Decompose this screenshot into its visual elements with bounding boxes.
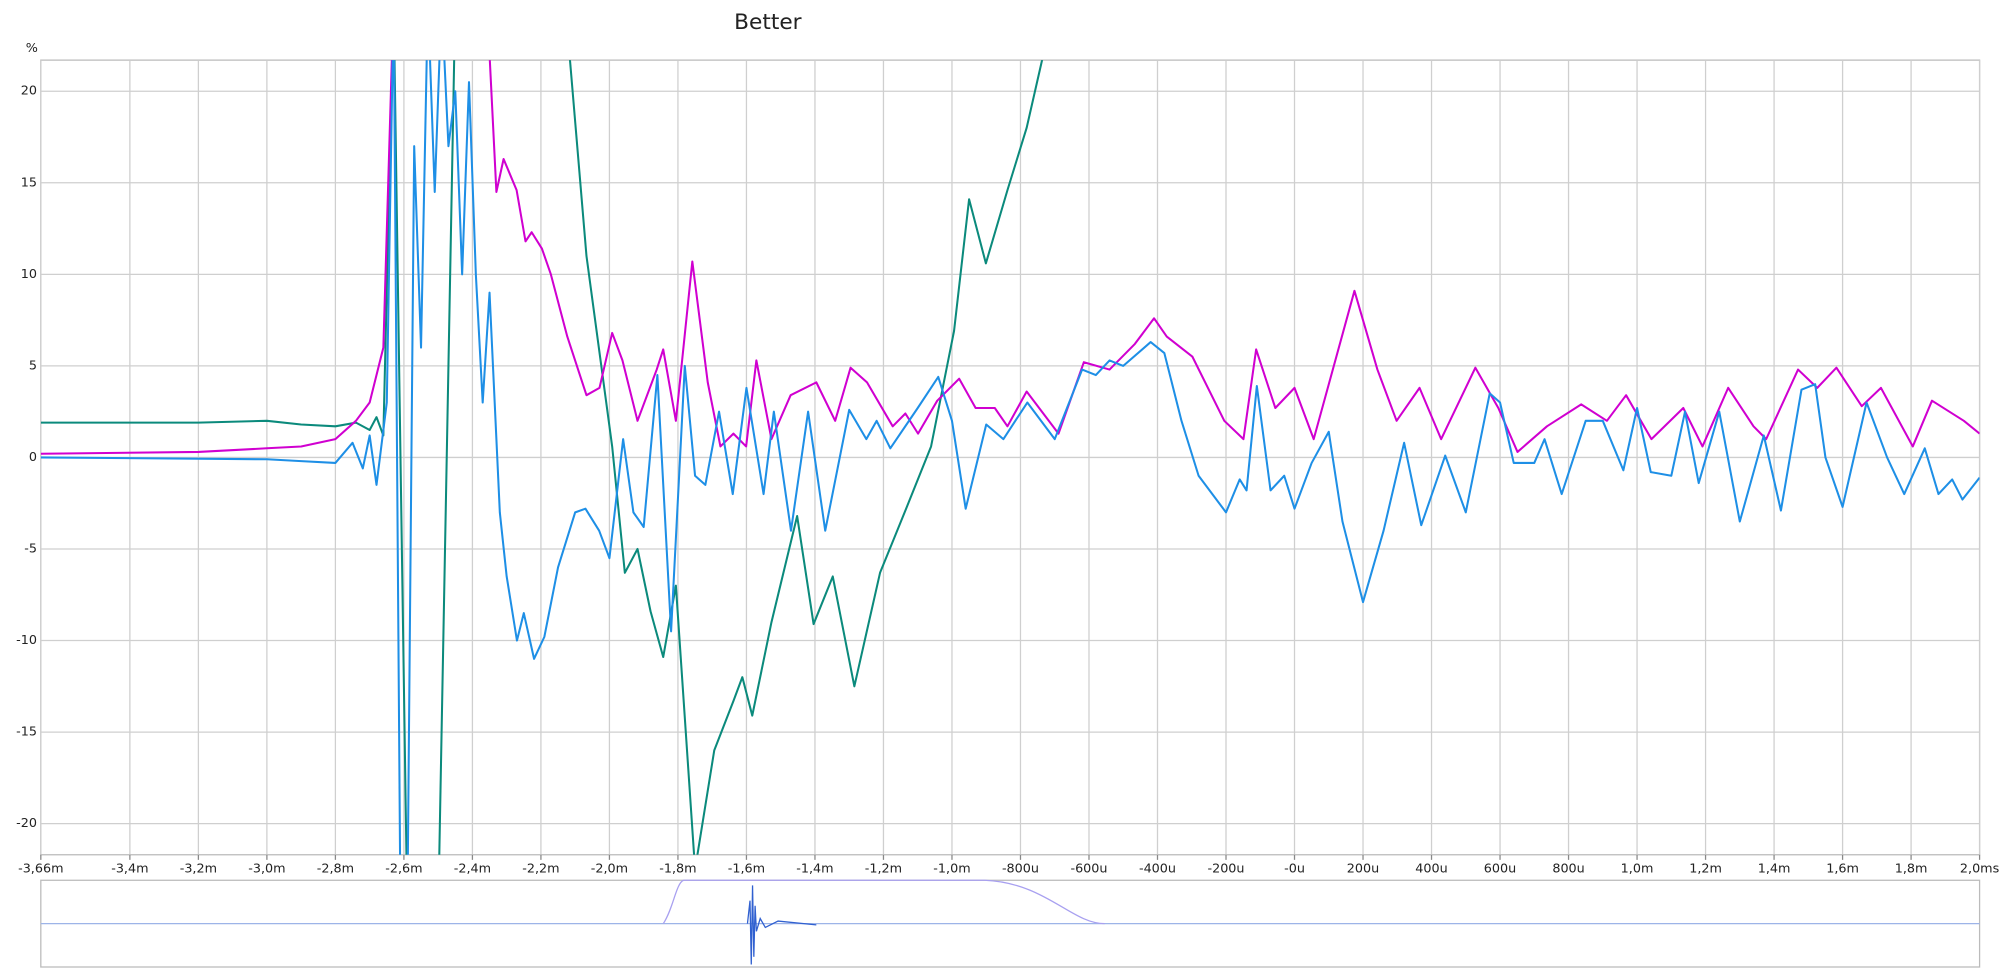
x-tick-label: -2,0m xyxy=(591,861,628,876)
y-tick-label: -10 xyxy=(16,633,37,648)
x-tick-label: 200u xyxy=(1347,861,1379,876)
x-tick-label: -1,8m xyxy=(659,861,696,876)
series-line xyxy=(40,60,1980,855)
x-tick-label: -1,0m xyxy=(933,861,970,876)
x-tick-label: -0u xyxy=(1284,861,1305,876)
x-tick-label: -3,2m xyxy=(180,861,217,876)
series-line xyxy=(40,60,1980,455)
x-tick-label: -1,2m xyxy=(865,861,902,876)
y-tick-label: -5 xyxy=(24,541,37,556)
y-tick-label: 15 xyxy=(21,175,37,190)
x-tick-label: -3,0m xyxy=(248,861,285,876)
y-tick-label: 20 xyxy=(21,84,37,99)
x-tick-label: 600u xyxy=(1484,861,1516,876)
y-tick-label: 0 xyxy=(29,450,37,465)
y-axis-label: % xyxy=(26,41,38,56)
x-tick-label: -3,4m xyxy=(111,861,148,876)
x-tick-label: 2,0ms xyxy=(1960,861,2000,876)
y-tick-label: -15 xyxy=(16,725,37,740)
y-tick-label: -20 xyxy=(16,816,37,831)
x-tick-label: 1,8m xyxy=(1895,861,1928,876)
x-tick-label: -400u xyxy=(1139,861,1176,876)
overview-strip xyxy=(40,879,1981,968)
x-tick-label: -1,4m xyxy=(796,861,833,876)
overview-window xyxy=(662,879,1105,925)
x-tick-label: -2,4m xyxy=(454,861,491,876)
x-tick-label: 800u xyxy=(1552,861,1584,876)
labels: -20 -15 -10 -5 0 5 10 15 20 -3,66m -3,4m -3,2m -3,0m… xyxy=(16,84,1999,877)
x-tick-label: -600u xyxy=(1070,861,1107,876)
x-tick-label: -2,2m xyxy=(522,861,559,876)
x-tick-label: 1,0m xyxy=(1621,861,1654,876)
y-tick-label: 10 xyxy=(21,267,37,282)
x-tick-label: 1,6m xyxy=(1826,861,1859,876)
x-tick-label: 400u xyxy=(1415,861,1447,876)
x-tick-label: -1,6m xyxy=(728,861,765,876)
x-tick-label: -2,8m xyxy=(317,861,354,876)
series-group xyxy=(40,60,1980,855)
x-tick-label: -2,6m xyxy=(385,861,422,876)
x-tick-label: 1,4m xyxy=(1758,861,1791,876)
x-tick-label: -200u xyxy=(1207,861,1244,876)
x-tick-label: 1,2m xyxy=(1689,861,1722,876)
x-tick-label: -800u xyxy=(1002,861,1039,876)
x-tick-label: -3,66m xyxy=(18,861,63,876)
overview-signal xyxy=(746,885,817,965)
y-tick-label: 5 xyxy=(29,358,37,373)
chart-title: Better xyxy=(734,10,802,35)
